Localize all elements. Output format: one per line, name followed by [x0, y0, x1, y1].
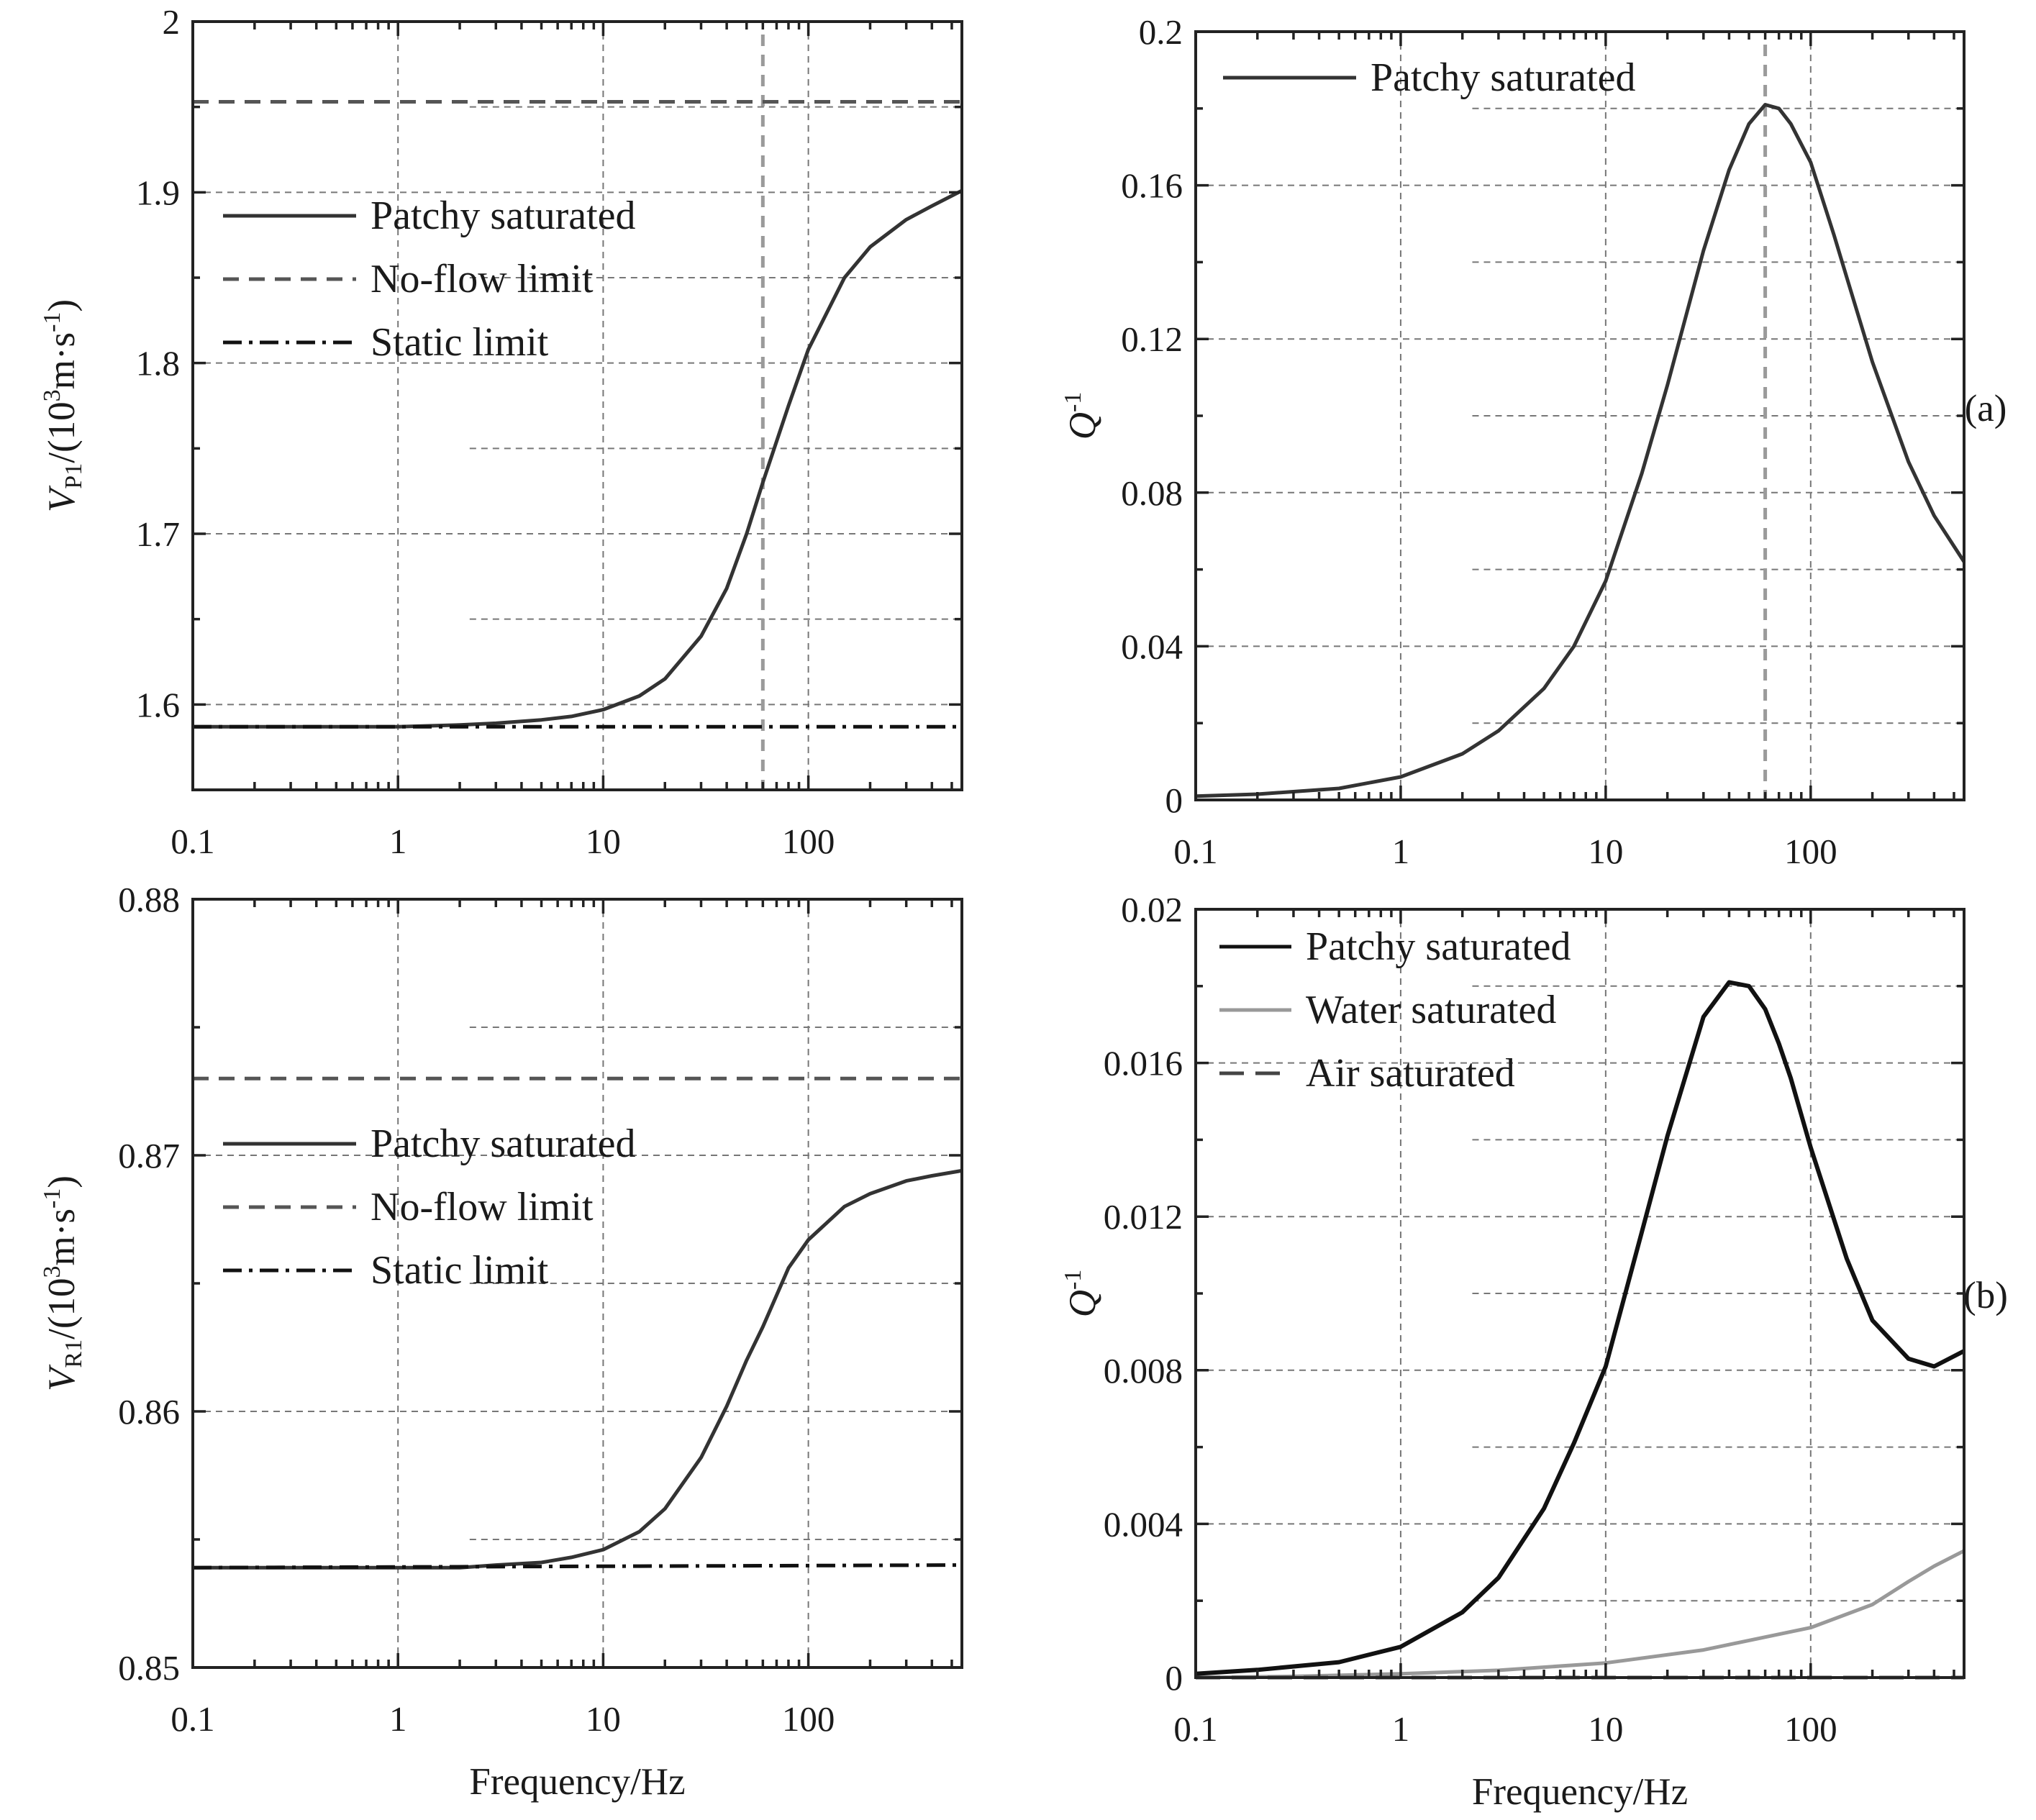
legend-label: Air saturated — [1306, 1051, 1515, 1096]
legend-label: Static limit — [371, 1248, 549, 1293]
x-tick-label: 100 — [1784, 1709, 1837, 1749]
x-tick-label: 10 — [1588, 1709, 1623, 1749]
y-tick-label: 0.12 — [1121, 319, 1183, 359]
y-tick-label: 0.004 — [1104, 1504, 1183, 1544]
x-tick-label: 100 — [1784, 832, 1837, 871]
x-tick-label: 100 — [782, 1699, 835, 1739]
y-tick-label: 0.16 — [1121, 166, 1183, 206]
y-tick-label: 2 — [163, 2, 181, 42]
y-tick-label: 0 — [1165, 781, 1183, 820]
y-axis-title: Q-1 — [1060, 392, 1104, 440]
x-axis-title: Frequency/Hz — [469, 1761, 685, 1803]
x-tick-label: 100 — [782, 822, 835, 861]
legend-label: Water saturated — [1306, 988, 1556, 1032]
panel-tag: (a) — [1965, 388, 2007, 429]
y-tick-label: 0.012 — [1104, 1197, 1183, 1237]
legend-label: Patchy saturated — [371, 1121, 636, 1166]
panel-qr-attenuation: 0 0.004 0.008 0.012 0.016 0.02 0.1 1 10 100 Freque… — [1060, 890, 2008, 1813]
panel-tag: (b) — [1963, 1275, 2008, 1316]
y-tick-label: 0.86 — [118, 1392, 180, 1432]
y-tick-label: 1.8 — [136, 344, 180, 383]
legend-label: Patchy saturated — [1371, 55, 1636, 100]
y-axis-title: VP1/(103m·s-1) — [39, 299, 87, 512]
y-axis-title: Q-1 — [1060, 1270, 1104, 1318]
panel-vr-velocity: 0.85 0.86 0.87 0.88 0.1 1 10 100 Frequency/Hz VR1… — [39, 880, 963, 1803]
y-tick-label: 0.016 — [1104, 1044, 1183, 1083]
y-tick-label: 0.88 — [118, 880, 180, 919]
y-tick-label: 1.6 — [136, 685, 180, 724]
y-tick-label: 1.7 — [136, 514, 180, 554]
x-tick-label: 0.1 — [1173, 1709, 1217, 1749]
legend-label: No-flow limit — [371, 1185, 594, 1229]
series-patchy-saturated — [193, 188, 963, 729]
legend-label: Static limit — [371, 320, 549, 365]
series-static-limit — [192, 1563, 963, 1570]
series-water-saturated — [1195, 1549, 1965, 1680]
x-tick-label: 10 — [586, 1699, 621, 1739]
x-tick-label: 1 — [389, 1699, 407, 1739]
legend-label: Patchy saturated — [1306, 924, 1571, 969]
panel-qp-attenuation: 0 0.04 0.08 0.12 0.16 0.2 0.1 1 10 100 Q-1 Patchy s… — [1060, 12, 2007, 871]
x-axis-title: Frequency/Hz — [1472, 1771, 1688, 1813]
y-tick-label: 0.85 — [118, 1648, 180, 1688]
series-patchy-saturated — [1195, 980, 1965, 1676]
legend-label: No-flow limit — [371, 257, 594, 301]
y-tick-label: 0.08 — [1121, 473, 1183, 513]
x-tick-label: 0.1 — [171, 1699, 214, 1739]
y-axis-title: VR1/(103m·s-1) — [39, 1175, 87, 1391]
panel-vp-velocity: 1.6 1.7 1.8 1.9 2 0.1 1 10 100 VP1/(103m·s-1) Patc… — [39, 2, 963, 861]
x-tick-label: 1 — [1392, 1709, 1410, 1749]
series-patchy-saturated — [1195, 103, 1966, 798]
x-tick-label: 10 — [586, 822, 621, 861]
x-tick-label: 1 — [1392, 832, 1410, 871]
series-patchy-saturated — [193, 1168, 963, 1570]
y-tick-label: 1.9 — [136, 173, 180, 212]
x-tick-label: 0.1 — [171, 822, 214, 861]
legend-label: Patchy saturated — [371, 194, 636, 238]
y-tick-label: 0.02 — [1121, 890, 1183, 929]
x-tick-label: 0.1 — [1173, 832, 1217, 871]
y-tick-label: 0.87 — [118, 1136, 180, 1175]
y-tick-label: 0.2 — [1139, 12, 1183, 52]
y-tick-label: 0 — [1165, 1658, 1183, 1698]
x-tick-label: 10 — [1588, 832, 1623, 871]
x-tick-label: 1 — [389, 822, 407, 861]
y-tick-label: 0.04 — [1121, 627, 1183, 666]
plot-frame — [191, 20, 963, 791]
y-tick-label: 0.008 — [1104, 1351, 1183, 1391]
